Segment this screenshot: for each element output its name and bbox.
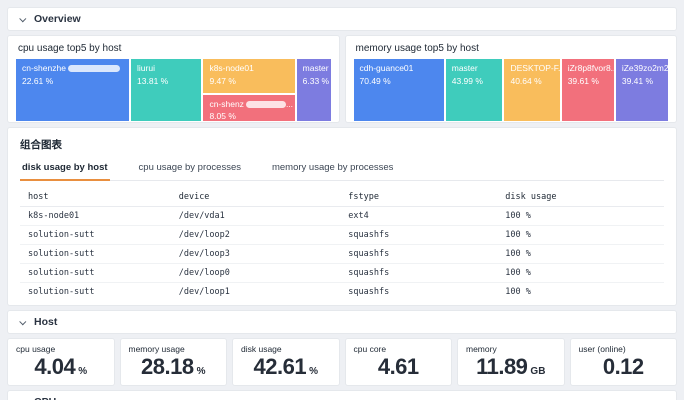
stat-unit: %: [78, 366, 88, 377]
treemap-column: k8s-node01 9.47 % cn-shenz... 8.05 %: [203, 59, 295, 121]
chevron-down-icon: [19, 14, 27, 22]
stat-card-disk-usage: disk usage 42.61%: [233, 339, 339, 385]
host-stat-cards: cpu usage 4.04% memory usage 28.18% disk…: [8, 339, 676, 385]
panel-cpu-usage-top5: cpu usage top5 by host cn-shenzhe 22.61 …: [8, 36, 339, 122]
panel-memory-usage-top5: memory usage top5 by host cdh-guance01 7…: [345, 36, 676, 122]
stat-value: 42.61%: [253, 354, 318, 379]
stat-card-memory-usage: memory usage 28.18%: [120, 339, 226, 385]
table-header-row: host device fstype disk usage: [20, 188, 664, 207]
table-row: solution-sutt/dev/loop0 squashfs 100 %: [20, 264, 664, 283]
treemap-block-cn-shenz[interactable]: cn-shenz... 8.05 %: [203, 94, 295, 121]
treemap-row: cpu usage top5 by host cn-shenzhe 22.61 …: [8, 36, 676, 122]
chevron-down-icon: [19, 317, 27, 325]
treemap-block-master[interactable]: master 43.99 %: [445, 59, 503, 121]
table-row: solution-sutt/dev/loop2 squashfs 100 %: [20, 226, 664, 245]
stat-unit: %: [309, 366, 318, 377]
redaction-blur: [245, 100, 286, 108]
column-header-disk-usage: disk usage: [505, 192, 557, 202]
treemap-block-liurui[interactable]: liurui 13.81 %: [131, 59, 202, 121]
treemap-block-izr8p8[interactable]: iZr8p8fvor8... 39.61 %: [561, 59, 614, 121]
redaction-blur: [67, 65, 120, 73]
stat-label: user (online): [578, 344, 626, 354]
panel-combo-charts: 组合图表 disk usage by host cpu usage by pro…: [8, 128, 676, 305]
stat-value: 28.18%: [141, 354, 206, 379]
treemap-value: 6.33 %: [302, 75, 330, 86]
cpu-treemap: cn-shenzhe 22.61 % liurui 13.81 % k8s-no…: [16, 59, 331, 121]
treemap-value: 39.41 %: [621, 75, 654, 86]
stat-unit: GB: [530, 366, 546, 377]
treemap-value: 43.99 %: [451, 75, 483, 86]
stat-value: 4.04%: [34, 354, 88, 379]
treemap-block-cdh-guance01[interactable]: cdh-guance01 70.49 %: [353, 59, 444, 121]
dashboard: Overview cpu usage top5 by host cn-shenz…: [0, 8, 684, 400]
table-row: solution-sutt/dev/loop1 squashfs 100 %: [28, 287, 531, 297]
stat-card-cpu-core: cpu core 4.61: [345, 339, 451, 385]
treemap-block-ize39[interactable]: iZe39zo2m2... 39.41 %: [615, 59, 668, 121]
stat-card-memory: memory 11.89 GB: [458, 339, 564, 385]
section-header-overview[interactable]: Overview: [8, 8, 676, 30]
stat-label: memory usage: [128, 344, 185, 354]
panel-title: cpu usage top5 by host: [18, 43, 122, 54]
table-row: k8s-node01/dev/vda1 ext4 100 %: [20, 207, 664, 226]
stat-label: memory: [466, 344, 497, 354]
stat-value: 4.61: [377, 354, 419, 379]
combo-title: 组合图表: [20, 139, 62, 151]
tab-memory-usage-by-processes[interactable]: memory usage by processes: [271, 162, 394, 173]
memory-treemap: cdh-guance01 70.49 % master 43.99 % DESK…: [353, 59, 668, 121]
stat-label: disk usage: [241, 344, 282, 354]
treemap-value: 13.81 %: [137, 75, 169, 86]
stat-card-user-online: user (online) 0.12: [570, 339, 676, 385]
treemap-block-master[interactable]: master 6.33 %: [296, 59, 331, 121]
table-row: solution-sutt/dev/loop3 squashfs 100 %: [20, 245, 664, 264]
column-header-fstype: fstype: [348, 192, 379, 202]
treemap-value: 9.47 %: [209, 75, 236, 86]
section-header-host[interactable]: Host: [8, 311, 676, 333]
section-title: Overview: [34, 13, 81, 25]
section-header-cpu[interactable]: CPU: [8, 391, 676, 400]
section-title: CPU: [34, 396, 56, 400]
panel-title: memory usage top5 by host: [355, 43, 479, 54]
treemap-value: 70.49 %: [359, 75, 391, 86]
combo-tabs: disk usage by host cpu usage by processe…: [20, 158, 664, 181]
stat-label: cpu core: [353, 344, 387, 354]
stat-label: cpu usage: [16, 344, 56, 354]
tab-cpu-usage-by-processes[interactable]: cpu usage by processes: [138, 162, 241, 173]
treemap-block-cn-shenzhe[interactable]: cn-shenzhe 22.61 %: [16, 59, 130, 121]
treemap-block-desktop[interactable]: DESKTOP-F... 40.64 %: [504, 59, 560, 121]
stat-unit: %: [196, 366, 206, 377]
stat-value: 11.89 GB: [476, 354, 546, 379]
disk-usage-table: host device fstype disk usage k8s-node01…: [20, 188, 664, 301]
stat-value: 0.12: [602, 354, 644, 379]
section-title: Host: [34, 316, 58, 328]
treemap-value: 39.61 %: [567, 75, 599, 86]
stat-card-cpu-usage: cpu usage 4.04%: [8, 339, 114, 385]
treemap-block-k8s-node01[interactable]: k8s-node01 9.47 %: [203, 59, 295, 93]
treemap-value: 40.64 %: [510, 75, 542, 86]
treemap-value: 8.05 %: [209, 111, 236, 121]
treemap-value: 22.61 %: [22, 75, 54, 86]
column-header-device: device: [178, 192, 210, 202]
column-header-host: host: [28, 192, 49, 202]
tab-disk-usage-by-host[interactable]: disk usage by host: [20, 158, 110, 181]
